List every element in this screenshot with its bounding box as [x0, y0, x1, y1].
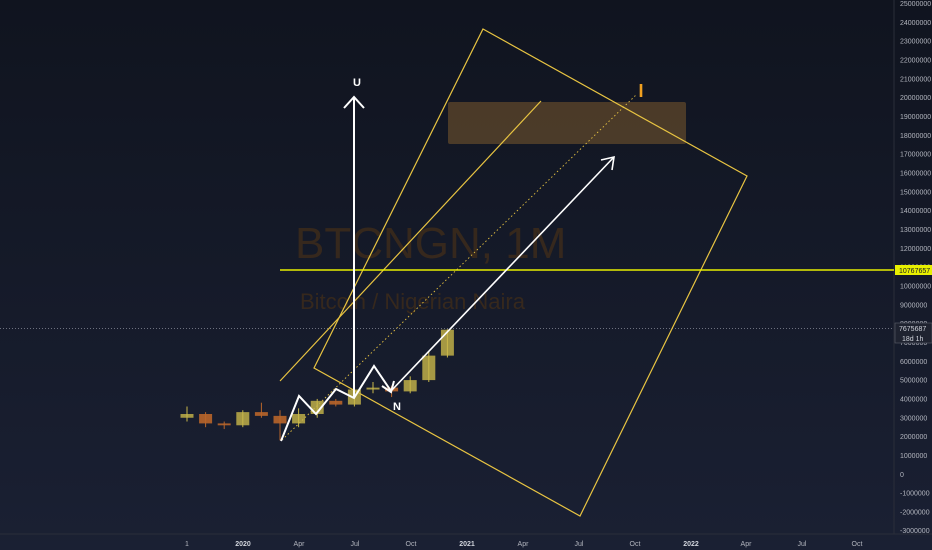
time-tick-label: Apr: [518, 541, 530, 548]
price-tick-label: -3000000: [900, 528, 930, 535]
price-tick-label: 1000000: [900, 453, 927, 460]
price-tick-label: 6000000: [900, 359, 927, 366]
label-u: U: [353, 77, 361, 89]
watermark-name: Bitcoin / Nigerian Naira: [300, 289, 526, 314]
candle-body: [329, 400, 343, 405]
price-tick-label: 3000000: [900, 415, 927, 422]
candle-body: [254, 412, 268, 416]
candle-body: [273, 415, 287, 424]
candle-body: [440, 329, 454, 356]
time-tick-label: Oct: [630, 541, 641, 548]
price-tick-label: 25000000: [900, 1, 931, 8]
time-tick-label: Jul: [798, 541, 807, 548]
current-price-countdown: 18d 1h: [902, 336, 924, 343]
price-tick-label: 2000000: [900, 434, 927, 441]
tilted-rectangle: [313, 28, 748, 517]
candle-body: [292, 413, 306, 424]
time-tick-label: 2021: [459, 541, 475, 548]
price-tick-label: 9000000: [900, 302, 927, 309]
time-tick-label: Apr: [741, 541, 753, 548]
channel-upper-line: [279, 100, 542, 382]
price-tick-label: 21000000: [900, 76, 931, 83]
price-tick-label: 0: [900, 472, 904, 479]
price-tick-label: -1000000: [900, 491, 930, 498]
label-n: N: [393, 401, 401, 413]
diagonal-arrow-head: [600, 155, 615, 171]
candle-body: [422, 355, 436, 381]
price-tick-label: 14000000: [900, 208, 931, 215]
watermark-symbol: BTCNGN, 1M: [295, 219, 566, 268]
candle-body: [217, 423, 231, 426]
price-tick-label: 13000000: [900, 227, 931, 234]
price-tick-label: 7000000: [900, 340, 927, 347]
price-tick-label: 19000000: [900, 114, 931, 121]
candle-body: [199, 413, 213, 424]
candle-body: [236, 412, 250, 426]
wave-arrow-head: [381, 380, 395, 394]
time-tick-label: 2022: [683, 541, 699, 548]
time-tick-label: Oct: [406, 541, 417, 548]
time-tick-label: Jul: [575, 541, 584, 548]
price-tick-label: 17000000: [900, 152, 931, 159]
time-tick-label: 1: [185, 541, 189, 548]
price-tick-label: 24000000: [900, 20, 931, 27]
candle-body: [403, 380, 417, 392]
price-tick-label: 12000000: [900, 246, 931, 253]
price-tick-label: 4000000: [900, 396, 927, 403]
wave-path: [280, 364, 392, 442]
price-tick-label: 16000000: [900, 170, 931, 177]
time-tick-label: 2020: [235, 541, 251, 548]
current-price-label: 7675687 18d 1h: [894, 322, 932, 344]
vertical-arrow-head: [343, 95, 365, 109]
price-tick-label: 23000000: [900, 39, 931, 46]
level-price-text: 10767657: [899, 268, 930, 275]
diagonal-arrow-shaft: [390, 156, 615, 392]
candle-body: [366, 387, 380, 390]
time-tick-label: Jul: [351, 541, 360, 548]
time-tick-label: Oct: [852, 541, 863, 548]
price-axis[interactable]: 25000000 24000000 23000000 22000000 21000000…: [900, 1, 931, 535]
price-tick-label: 5000000: [900, 378, 927, 385]
candle-body: [180, 413, 194, 418]
target-zone: [448, 102, 686, 144]
time-tick-label: Apr: [294, 541, 306, 548]
level-price-label: 10767657: [895, 265, 932, 275]
current-price-text: 7675687: [899, 326, 926, 333]
label-i: I: [638, 81, 643, 101]
price-tick-label: -2000000: [900, 509, 930, 516]
dotted-trendline: [281, 93, 638, 441]
price-tick-label: 18000000: [900, 133, 931, 140]
price-tick-label: 22000000: [900, 57, 931, 64]
price-tick-label: 10000000: [900, 283, 931, 290]
time-axis[interactable]: 1 2020 Apr Jul Oct 2021 Apr Jul Oct 2022 Apr Jul Oct: [185, 541, 862, 548]
price-tick-label: 20000000: [900, 95, 931, 102]
price-tick-label: 15000000: [900, 189, 931, 196]
